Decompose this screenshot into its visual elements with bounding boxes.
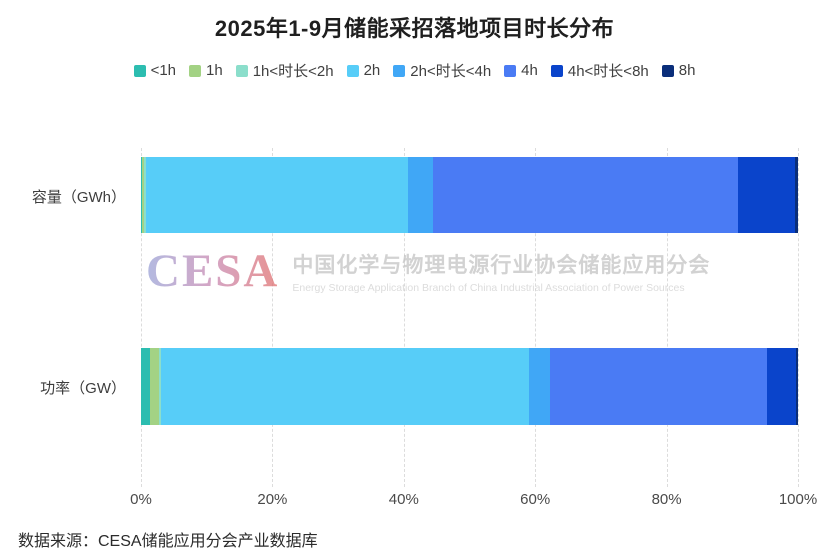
legend-item[interactable]: 2h<时长<4h (393, 60, 491, 81)
legend: <1h 1h 1h<时长<2h 2h 2h<时长<4h 4h 4h<时长<8h 8h (0, 60, 829, 81)
x-tick-label: 80% (651, 491, 682, 508)
legend-item[interactable]: 2h (346, 62, 381, 79)
x-tick-label: 100% (778, 491, 818, 508)
bar-segment-4h[interactable] (432, 157, 738, 233)
x-tick-label: 0% (130, 491, 152, 508)
bar-segment-1h<时长<2h[interactable] (144, 157, 147, 233)
gridline (798, 148, 799, 487)
data-source-note: 数据来源：CESA储能应用分会产业数据库 (18, 533, 318, 550)
bar-segment-4h<时长<8h[interactable] (737, 157, 795, 233)
bar-segment-8h[interactable] (795, 348, 798, 425)
gridline (535, 148, 537, 487)
legend-item[interactable]: 4h<时长<8h (550, 60, 649, 81)
gridline (666, 148, 668, 487)
bar-power (141, 348, 798, 425)
legend-item[interactable]: 8h (661, 62, 696, 79)
legend-swatch-icon (235, 64, 248, 77)
bar-segment-1h[interactable] (142, 157, 145, 233)
legend-item-label: 2h (363, 62, 381, 79)
category-label: 容量（GWh） (31, 189, 126, 206)
gridline (272, 148, 274, 487)
gridline (403, 148, 405, 487)
gridline (141, 148, 142, 487)
bar-segment-1h[interactable] (149, 348, 160, 425)
bar-segment-2h[interactable] (146, 157, 408, 233)
bar-segment-4h<时长<8h[interactable] (767, 348, 796, 425)
legend-item-label: 4h (521, 62, 538, 79)
legend-item[interactable]: 1h (189, 62, 223, 79)
bar-segment-4h[interactable] (549, 348, 768, 425)
x-tick-label: 60% (520, 491, 551, 508)
x-tick-label: 40% (388, 491, 419, 508)
legend-swatch-icon (550, 64, 563, 77)
bar-capacity (141, 157, 798, 233)
bar-segment-8h[interactable] (794, 157, 798, 233)
legend-item-label: 1h<时长<2h (252, 63, 334, 80)
bar-segment-2h<时长<4h[interactable] (407, 157, 433, 233)
legend-item-label: 8h (678, 62, 696, 79)
legend-item-label: <1h (150, 62, 177, 79)
bar-segment-<1h[interactable] (141, 348, 150, 425)
legend-item[interactable]: 1h<时长<2h (235, 60, 334, 81)
bar-segment-1h<时长<2h[interactable] (159, 348, 162, 425)
bar-segment-2h[interactable] (161, 348, 530, 425)
legend-item-label: 2h<时长<4h (410, 63, 492, 80)
bar-segment-2h<时长<4h[interactable] (529, 348, 550, 425)
legend-item[interactable]: 4h (504, 62, 538, 79)
plot-area (141, 148, 799, 487)
category-label: 功率（GW） (40, 380, 126, 397)
legend-swatch-icon (189, 64, 202, 77)
legend-item-label: 4h<时长<8h (567, 63, 649, 80)
legend-swatch-icon (133, 64, 146, 77)
legend-swatch-icon (346, 64, 359, 77)
legend-swatch-icon (661, 64, 674, 77)
chart-title: 2025年1-9月储能采招落地项目时长分布 (214, 16, 615, 41)
legend-swatch-icon (393, 64, 406, 77)
legend-item-label: 1h (206, 62, 223, 79)
legend-item[interactable]: <1h (133, 62, 177, 79)
x-tick-label: 20% (257, 491, 288, 508)
legend-swatch-icon (504, 64, 517, 77)
bar-segment-<1h[interactable] (141, 157, 143, 233)
